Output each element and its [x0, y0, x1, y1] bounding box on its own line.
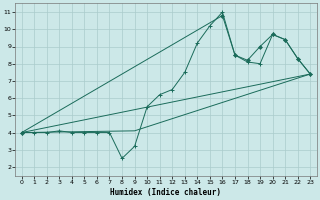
- X-axis label: Humidex (Indice chaleur): Humidex (Indice chaleur): [110, 188, 221, 197]
